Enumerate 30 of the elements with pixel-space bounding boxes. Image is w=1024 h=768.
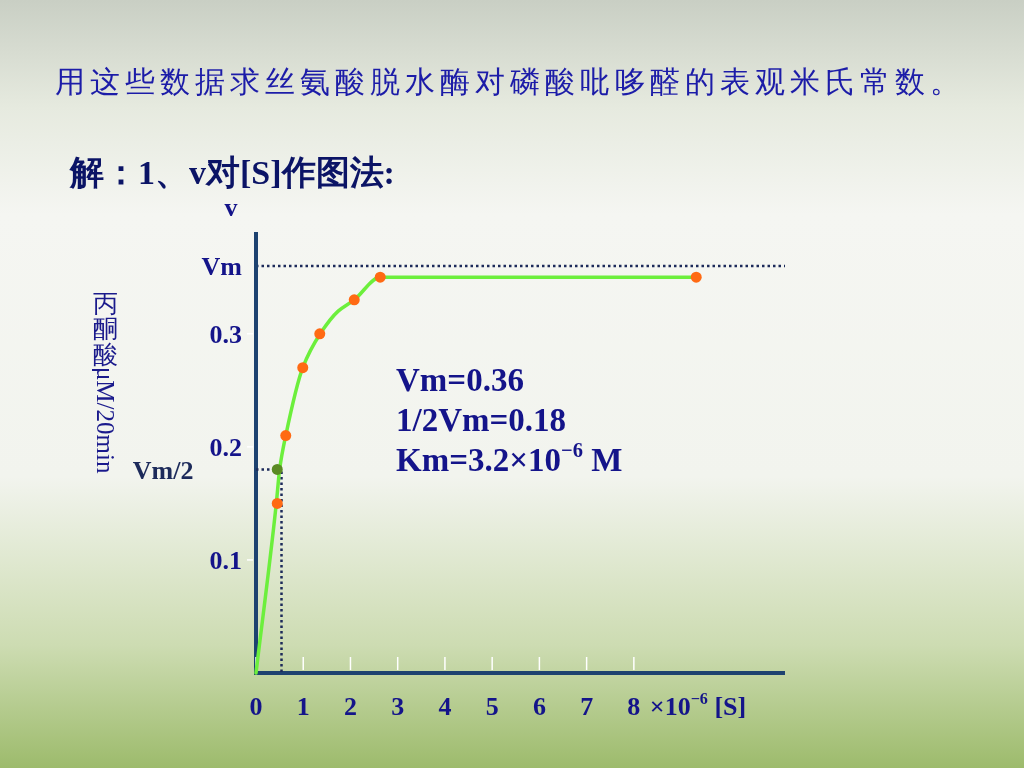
annotation: Km=3.2×10$^{−6}$ M — [396, 439, 623, 478]
point — [297, 362, 309, 374]
chart-title: 用这些数据求丝氨酸脱水酶对磷酸吡哆醛的表观米氏常数。 — [55, 65, 965, 98]
y-tick-label: 0.2 — [209, 432, 242, 462]
x-tick-label: 8 — [627, 692, 641, 721]
chart-subtitle: 解：1、v对[S]作图法: — [69, 154, 395, 191]
x-tick-label: 7 — [580, 692, 594, 721]
point — [374, 271, 386, 283]
point — [271, 463, 283, 475]
x-tick-label: 3 — [391, 692, 405, 721]
x-tick-label: 4 — [438, 692, 452, 721]
annotation: Vm=0.36 — [396, 362, 524, 398]
x-tick-label: 2 — [343, 692, 357, 721]
point — [271, 497, 283, 509]
x-tick-label: 1 — [296, 692, 310, 721]
point — [280, 430, 292, 442]
x-tick-label: 5 — [485, 692, 499, 721]
text: Vm/2 — [132, 455, 194, 485]
x-axis-title: ×10$^{−6}$ [S] — [649, 690, 747, 721]
point — [314, 328, 326, 340]
text: v — [224, 193, 238, 222]
text: 丙酮酸μM/20min — [91, 289, 119, 474]
y-tick-label: 0.3 — [209, 319, 242, 349]
x-tick-label: 6 — [532, 692, 546, 721]
ref-line-label: Vm — [201, 252, 243, 282]
x-tick-label: 0 — [249, 692, 263, 721]
point — [690, 271, 702, 283]
y-tick-label: 0.1 — [209, 546, 242, 576]
annotation: 1/2Vm=0.18 — [396, 402, 567, 438]
point — [348, 294, 360, 306]
